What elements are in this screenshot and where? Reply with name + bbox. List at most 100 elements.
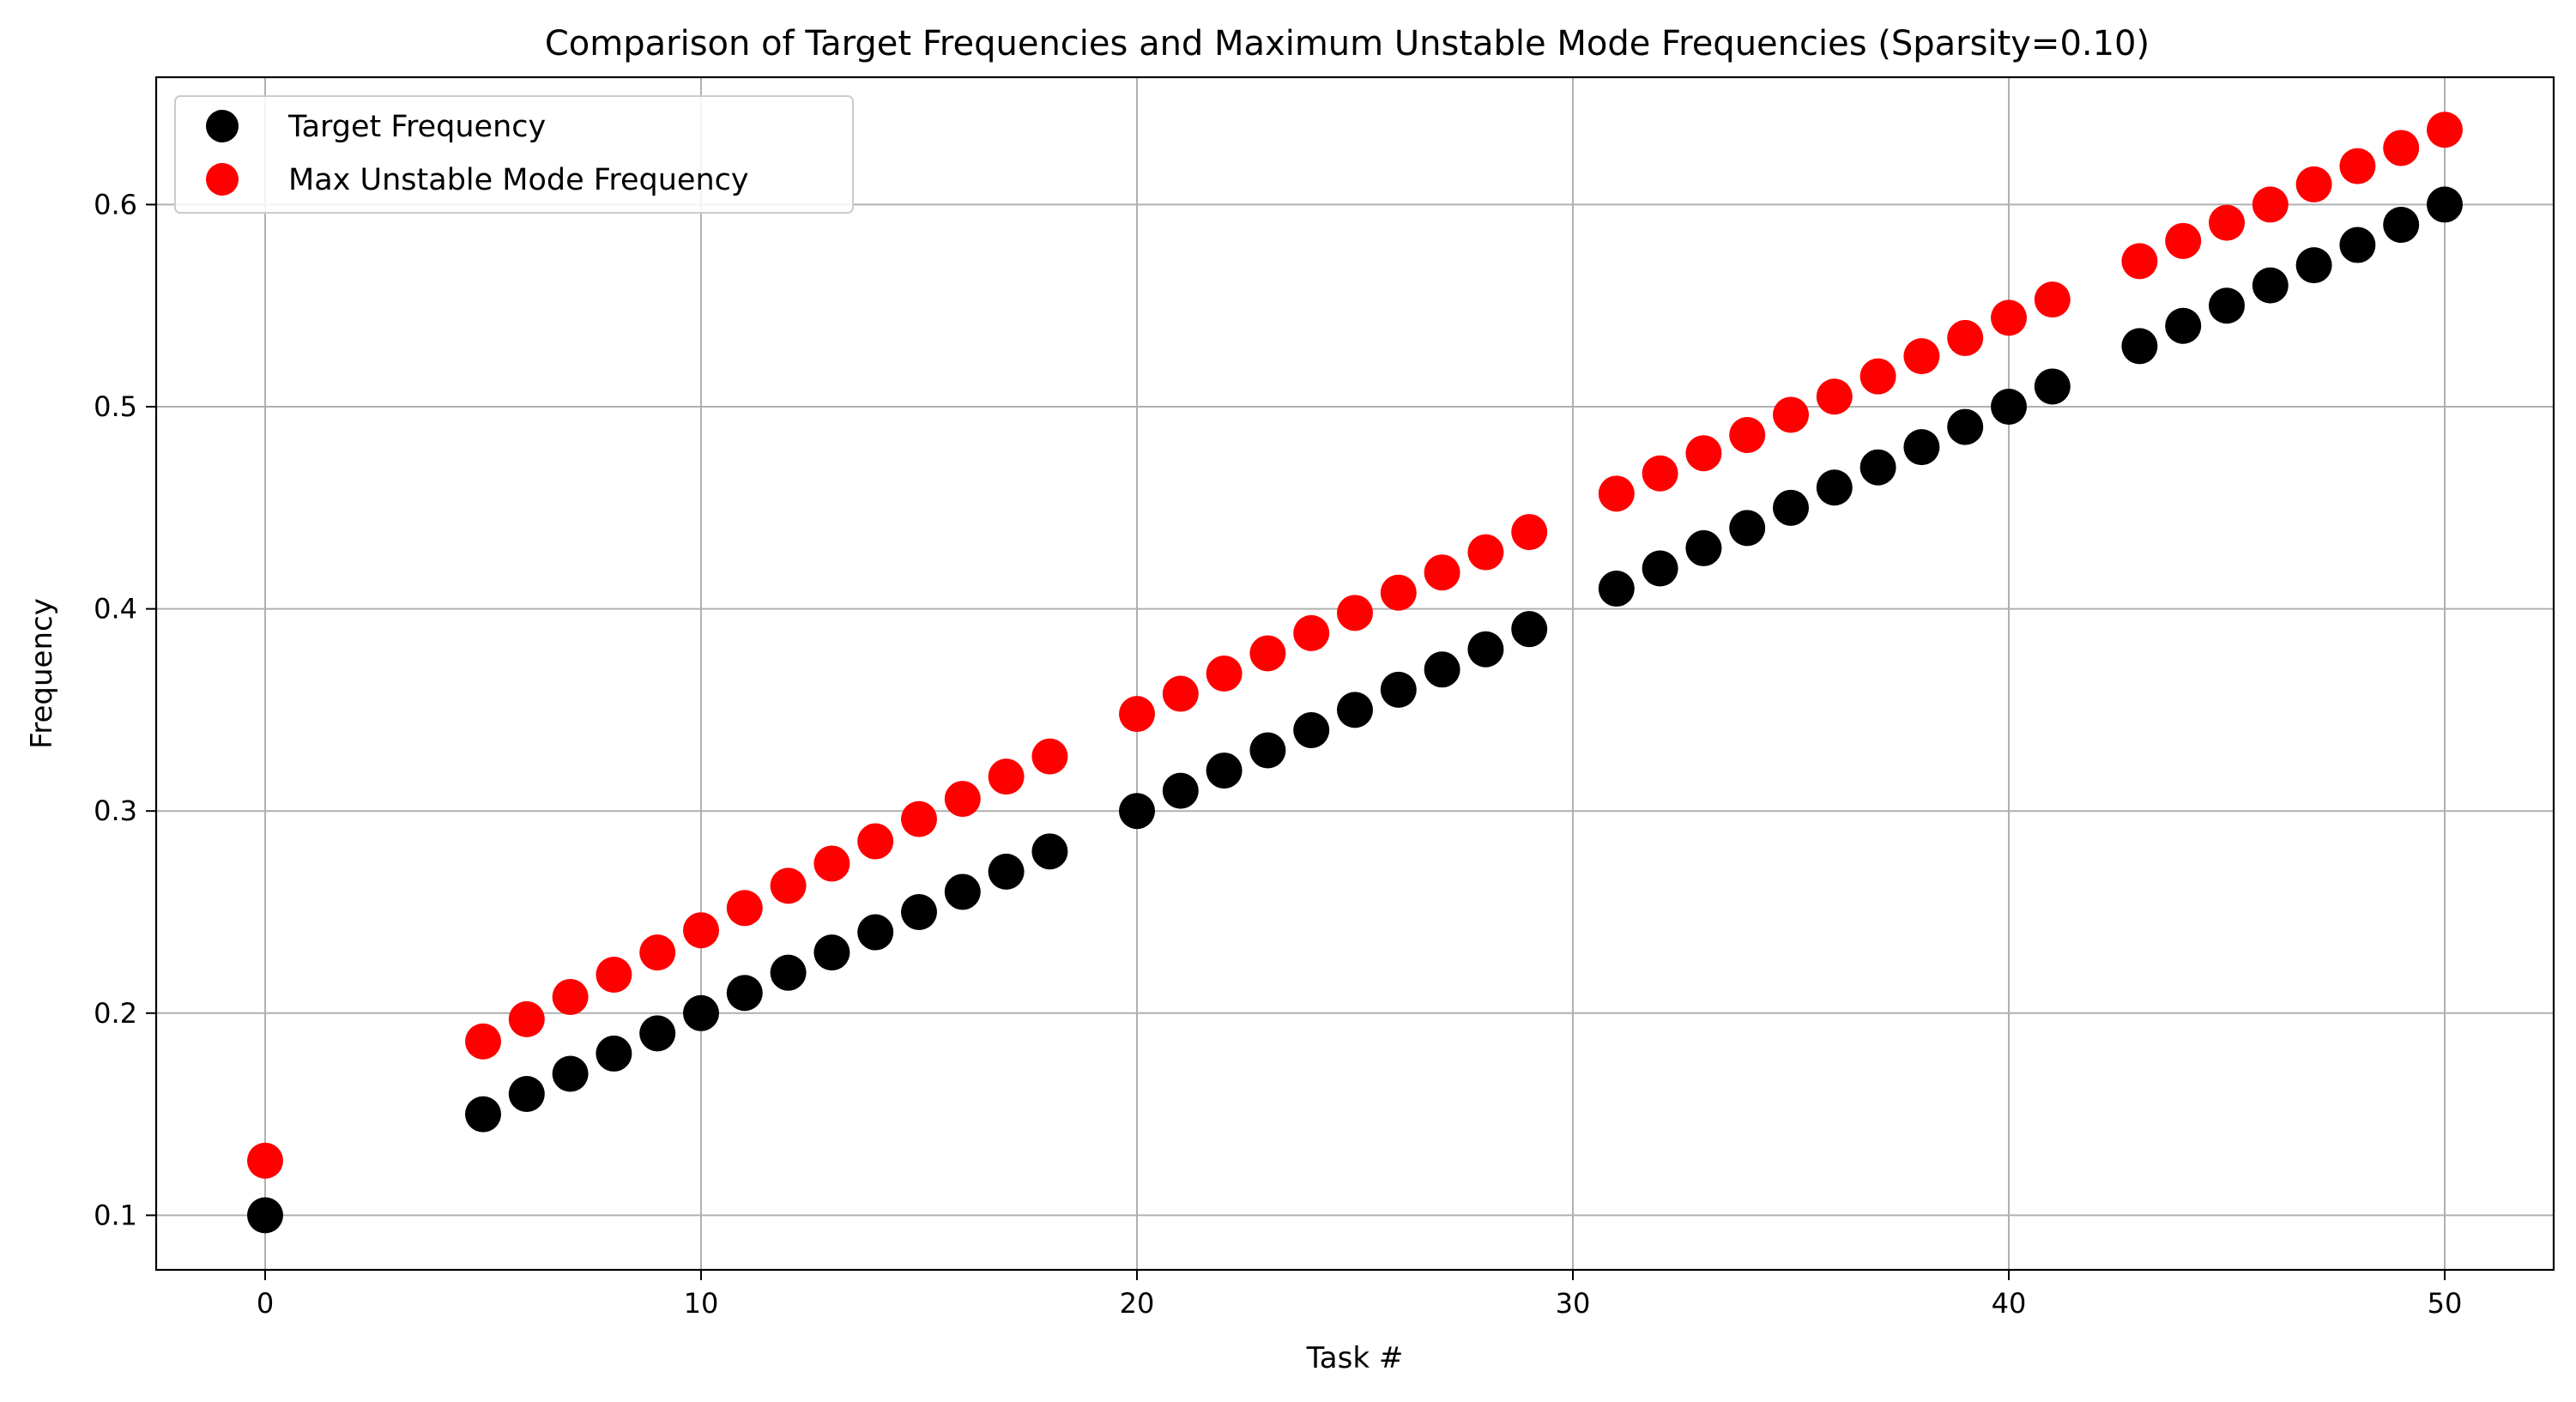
target-frequency-point — [1947, 408, 1984, 445]
max-unstable-mode-frequency-point — [1859, 358, 1896, 395]
y-tick-label: 0.3 — [94, 795, 137, 827]
max-unstable-mode-frequency-point — [1511, 514, 1548, 551]
max-unstable-mode-frequency-point — [988, 758, 1025, 795]
max-unstable-mode-frequency-point — [552, 978, 589, 1015]
target-frequency-point — [596, 1035, 632, 1072]
max-unstable-mode-frequency-point — [1337, 595, 1373, 632]
target-frequency-point — [1293, 711, 1330, 748]
target-frequency-point — [1511, 611, 1548, 648]
target-frequency-point — [1685, 529, 1722, 566]
x-tick-label: 40 — [1992, 1287, 2027, 1320]
target-frequency-point — [1642, 550, 1678, 587]
legend-label-max-unstable-mode-frequency: Max Unstable Mode Frequency — [288, 163, 749, 197]
max-unstable-mode-frequency-point — [2383, 130, 2420, 166]
max-unstable-mode-frequency-point — [2252, 186, 2289, 223]
chart-title: Comparison of Target Frequencies and Max… — [545, 24, 2150, 63]
target-frequency-point — [2209, 287, 2245, 324]
max-unstable-mode-frequency-point — [2209, 204, 2245, 241]
target-frequency-point — [1903, 429, 1940, 466]
target-frequency-point — [944, 873, 981, 910]
max-unstable-mode-frequency-point — [857, 823, 894, 860]
target-frequency-point — [1119, 793, 1155, 830]
max-unstable-mode-frequency-point — [1162, 675, 1199, 712]
max-unstable-mode-frequency-point — [944, 781, 981, 818]
x-tick-label: 50 — [2428, 1287, 2463, 1320]
max-unstable-mode-frequency-point — [1119, 696, 1155, 733]
target-frequency-point — [2383, 206, 2420, 243]
target-frequency-point — [988, 853, 1025, 890]
target-frequency-point — [1162, 772, 1199, 809]
legend: Target Frequency Max Unstable Mode Frequ… — [174, 95, 854, 214]
x-axis-label: Task # — [1306, 1341, 1404, 1375]
target-frequency-point — [1598, 571, 1635, 607]
max-unstable-mode-frequency-point — [1031, 738, 1068, 775]
target-frequency-point — [552, 1055, 589, 1092]
max-unstable-mode-frequency-point — [2339, 148, 2376, 184]
legend-marker-max-unstable-mode-frequency — [206, 163, 239, 196]
target-frequency-point — [639, 1015, 676, 1052]
target-frequency-point — [1773, 489, 1809, 526]
target-frequency-point — [2252, 267, 2289, 304]
series-target-frequency — [247, 186, 2463, 1234]
data-points — [247, 112, 2463, 1234]
max-unstable-mode-frequency-point — [1816, 378, 1853, 415]
max-unstable-mode-frequency-point — [2121, 243, 2158, 280]
target-frequency-point — [247, 1197, 283, 1234]
target-frequency-point — [1380, 671, 1417, 708]
max-unstable-mode-frequency-point — [1729, 417, 1766, 453]
target-frequency-point — [813, 934, 850, 971]
max-unstable-mode-frequency-point — [901, 801, 937, 837]
target-frequency-point — [1031, 833, 1068, 870]
target-frequency-point — [1991, 389, 2027, 426]
y-tick-label: 0.5 — [94, 390, 137, 423]
series-max-unstable-mode-frequency — [247, 112, 2463, 1179]
target-frequency-point — [901, 894, 937, 930]
max-unstable-mode-frequency-point — [1206, 656, 1243, 692]
target-frequency-point — [1816, 469, 1853, 506]
x-axis-ticks: 0 10 20 30 40 50 — [257, 1270, 2463, 1320]
target-frequency-point — [683, 994, 719, 1031]
max-unstable-mode-frequency-point — [1424, 554, 1460, 591]
max-unstable-mode-frequency-point — [1903, 338, 1940, 375]
max-unstable-mode-frequency-point — [1685, 435, 1722, 472]
max-unstable-mode-frequency-point — [247, 1142, 283, 1179]
max-unstable-mode-frequency-point — [813, 845, 850, 882]
max-unstable-mode-frequency-point — [1293, 614, 1330, 651]
y-tick-label: 0.4 — [94, 593, 137, 625]
target-frequency-point — [1206, 752, 1243, 789]
plot-area-frame — [154, 76, 2555, 1272]
legend-frame — [174, 95, 854, 214]
max-unstable-mode-frequency-point — [1773, 396, 1809, 433]
target-frequency-point — [2121, 328, 2158, 365]
max-unstable-mode-frequency-point — [2427, 112, 2463, 148]
max-unstable-mode-frequency-point — [1467, 534, 1504, 571]
max-unstable-mode-frequency-point — [2034, 281, 2071, 318]
target-frequency-point — [2427, 186, 2463, 223]
target-frequency-point — [2295, 247, 2332, 284]
max-unstable-mode-frequency-point — [2165, 222, 2202, 259]
max-unstable-mode-frequency-point — [465, 1023, 501, 1060]
y-tick-label: 0.6 — [94, 188, 137, 221]
legend-label-target-frequency: Target Frequency — [287, 110, 546, 144]
max-unstable-mode-frequency-point — [1380, 574, 1417, 611]
target-frequency-point — [465, 1096, 501, 1133]
y-tick-label: 0.1 — [94, 1199, 137, 1231]
x-tick-label: 0 — [257, 1287, 274, 1320]
x-tick-label: 30 — [1556, 1287, 1591, 1320]
max-unstable-mode-frequency-point — [1249, 635, 1286, 672]
x-tick-label: 20 — [1120, 1287, 1155, 1320]
target-frequency-point — [1424, 651, 1460, 688]
max-unstable-mode-frequency-point — [1991, 299, 2027, 336]
max-unstable-mode-frequency-point — [1947, 319, 1984, 356]
y-axis-label: Frequency — [25, 598, 59, 749]
max-unstable-mode-frequency-point — [1598, 475, 1635, 512]
target-frequency-point — [2165, 307, 2202, 344]
target-frequency-point — [508, 1076, 545, 1113]
target-frequency-point — [1467, 631, 1504, 668]
max-unstable-mode-frequency-point — [639, 934, 676, 971]
y-tick-label: 0.2 — [94, 997, 137, 1030]
target-frequency-point — [770, 954, 807, 991]
legend-marker-target-frequency — [206, 110, 239, 142]
y-axis-ticks: 0.1 0.2 0.3 0.4 0.5 0.6 — [94, 188, 156, 1231]
